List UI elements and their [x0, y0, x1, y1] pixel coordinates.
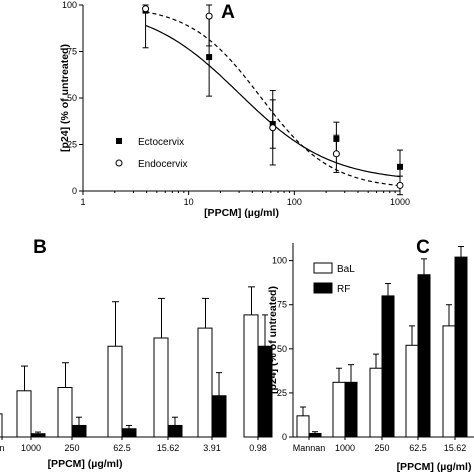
- y-tick-label: 100: [272, 256, 287, 266]
- bar-open: [0, 413, 3, 438]
- endocervix-point: [269, 124, 277, 132]
- bar-open: [243, 314, 259, 438]
- x-tick-label: 250: [374, 443, 389, 453]
- x-tick-label: 250: [64, 443, 79, 453]
- bar-open: [197, 327, 213, 438]
- ectocervix-point: [397, 163, 403, 170]
- bar-open: [107, 345, 123, 438]
- y-tick-label: 0: [282, 432, 287, 442]
- bar-rf: [381, 295, 395, 438]
- x-tick-label: 1000: [21, 443, 41, 453]
- bar-filled: [211, 395, 227, 438]
- bar-filled: [167, 424, 183, 438]
- legend-label-bal: BaL: [337, 264, 355, 275]
- bar-filled: [71, 424, 87, 438]
- x-tick-label: 100: [287, 197, 302, 207]
- panel-c: 0 25 50 75 100 Mannan 1000 250 62.5 15.62 [PPCM] (…: [267, 237, 474, 473]
- bar-bal: [296, 415, 310, 438]
- bar-rf: [454, 256, 468, 438]
- y-axis-label: [p24] (% of untreated): [59, 44, 71, 152]
- endocervix-fit-curve: [145, 11, 401, 187]
- bar-open: [153, 337, 169, 438]
- ectocervix-point: [206, 54, 213, 61]
- bar-rf: [344, 381, 358, 438]
- legend-swatch-bal: [313, 262, 333, 274]
- endocervix-point: [332, 150, 340, 158]
- legend-label-rf: RF: [337, 284, 350, 295]
- legend-label-endocervix: Endocervix: [138, 159, 187, 170]
- bar-filled: [121, 428, 137, 438]
- x-tick-label: 62.5: [409, 443, 427, 453]
- bar-open: [16, 390, 32, 438]
- x-tick-label: 10: [184, 197, 194, 207]
- x-tick-label: 1: [80, 197, 85, 207]
- panel-label: C: [416, 237, 430, 258]
- y-tick-label: 25: [277, 388, 287, 398]
- bar-rf: [417, 274, 431, 438]
- y-axis-label: [p24] (% of untreated): [267, 286, 279, 394]
- panel-label: A: [221, 2, 235, 23]
- x-tick-label: 0.98: [249, 443, 267, 453]
- x-tick-label: 15.62: [157, 443, 180, 453]
- bar-bal: [405, 344, 419, 438]
- y-tick-label: 75: [277, 300, 287, 310]
- bar-bal: [332, 381, 346, 438]
- y-tick-label: 0: [72, 186, 77, 196]
- x-tick-label: n: [0, 443, 5, 453]
- legend-marker-ectocervix: [116, 138, 122, 144]
- x-tick-label: Mannan: [293, 443, 326, 453]
- endocervix-point: [142, 5, 150, 13]
- x-axis-label: [PPCM] (µg/ml): [204, 207, 279, 219]
- bar-rf: [308, 432, 322, 438]
- legend-label-ectocervix: Ectocervix: [138, 137, 184, 148]
- bar-bal: [369, 367, 383, 438]
- x-tick-label: 1000: [390, 197, 410, 207]
- endocervix-point: [396, 181, 404, 189]
- x-tick-label: 62.5: [113, 443, 131, 453]
- y-tick-label: 50: [67, 93, 77, 103]
- panel-b: n 1000 250 62.5 15.62 3.91 0.98 [PPCM] (µg/ml) B: [0, 237, 273, 470]
- x-tick-label: 15.62: [444, 443, 467, 453]
- x-tick-label: 1000: [335, 443, 355, 453]
- panel-label: B: [33, 237, 47, 258]
- x-tick-label: 3.91: [203, 443, 221, 453]
- panel-a: 0 25 50 75 100 1 10 100 1000 [PPCM] (µg/ml) [p24] …: [59, 0, 410, 219]
- bar-bal: [442, 325, 456, 438]
- y-tick-label: 50: [277, 344, 287, 354]
- bar-filled: [30, 433, 46, 438]
- x-axis-label: [PPCM] (µg/ml): [397, 461, 472, 473]
- y-tick-label: 25: [67, 140, 77, 150]
- legend-marker-endocervix: [115, 159, 123, 167]
- legend-swatch-rf: [313, 282, 333, 294]
- x-axis-label: [PPCM] (µg/ml): [48, 458, 123, 470]
- y-tick-label: 75: [67, 47, 77, 57]
- y-tick-label: 100: [62, 0, 77, 10]
- bar-open: [57, 387, 73, 438]
- bar-filled: [257, 345, 273, 438]
- endocervix-point: [205, 12, 213, 20]
